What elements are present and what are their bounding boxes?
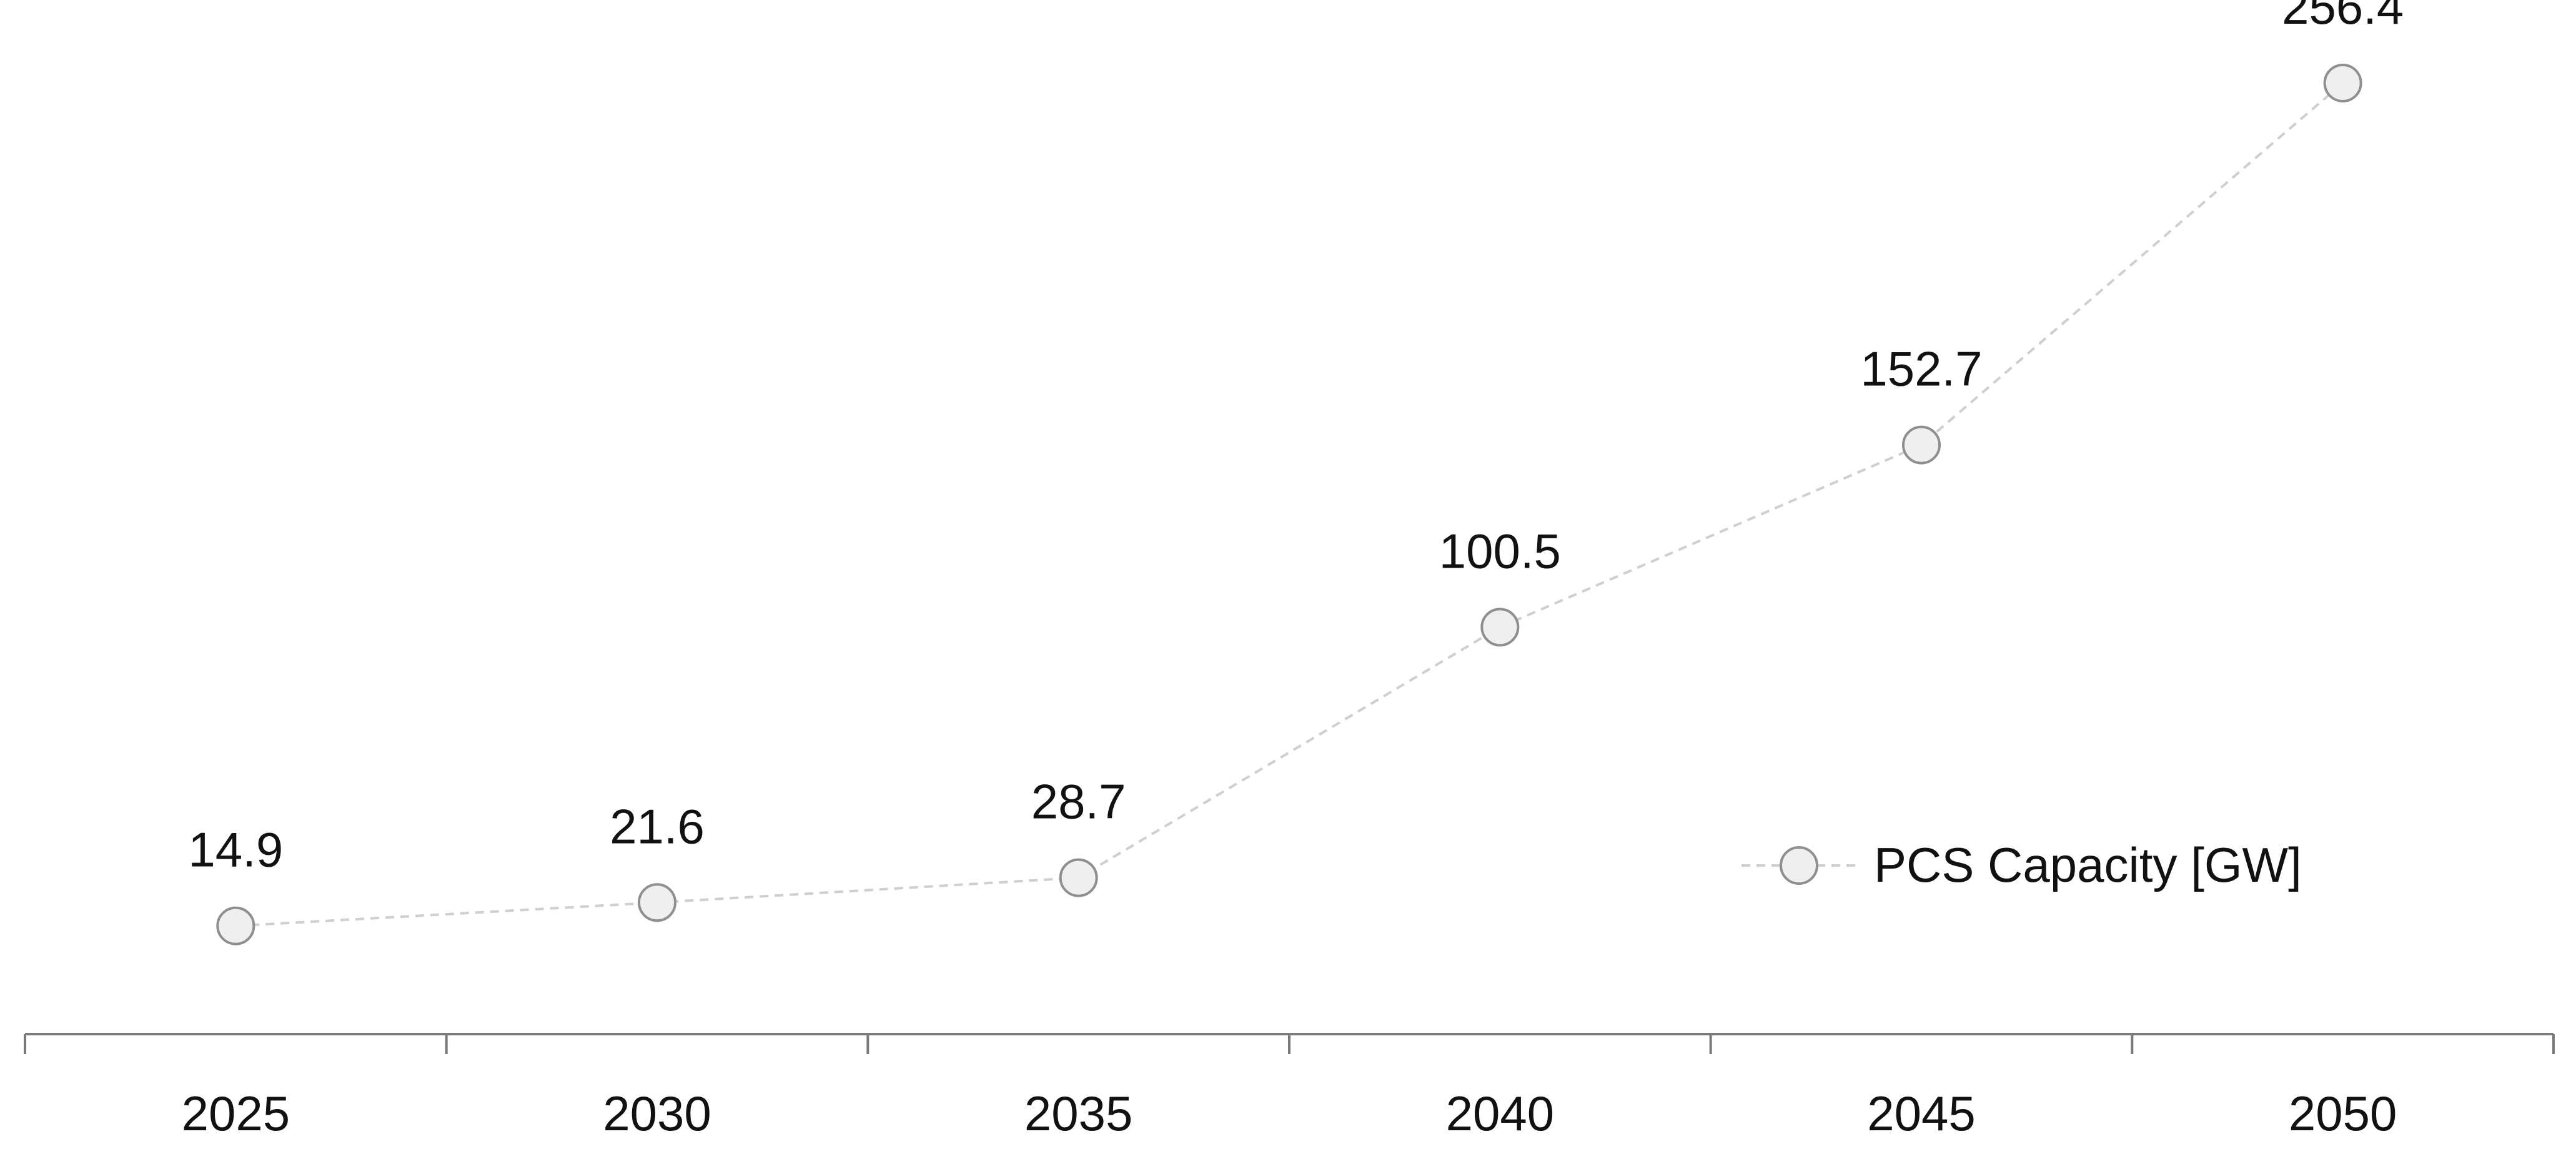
data-point-2050 xyxy=(2323,64,2362,102)
x-tick-label-2035: 2035 xyxy=(1024,1086,1133,1141)
data-label-2035: 28.7 xyxy=(1031,774,1126,829)
data-point-2040 xyxy=(1480,608,1520,647)
data-point-2030 xyxy=(638,883,676,922)
x-axis: 2025 2030 2035 2040 2045 2050 xyxy=(24,1033,2555,1141)
x-tick-label-2030: 2030 xyxy=(603,1086,711,1141)
x-tick-label-2045: 2045 xyxy=(1867,1086,1976,1141)
data-label-2030: 21.6 xyxy=(610,799,705,854)
data-label-2040: 100.5 xyxy=(1439,523,1561,578)
data-point-2035 xyxy=(1059,858,1098,897)
x-tick-label-2040: 2040 xyxy=(1446,1086,1555,1141)
data-label-2050: 256.4 xyxy=(2282,0,2404,34)
series-layer xyxy=(216,64,2362,945)
data-label-layer: 14.9 21.6 28.7 100.5 152.7 256.4 xyxy=(188,0,2404,877)
data-label-2045: 152.7 xyxy=(1860,342,1982,397)
series-line-pcs-capacity xyxy=(235,82,2344,927)
x-tick-label-2025: 2025 xyxy=(182,1086,290,1141)
legend-marker xyxy=(1780,846,1818,885)
legend-label: PCS Capacity [GW] xyxy=(1874,837,2302,892)
data-point-2025 xyxy=(216,906,255,945)
data-point-2045 xyxy=(1902,425,1941,465)
data-label-2025: 14.9 xyxy=(188,822,283,877)
legend: PCS Capacity [GW] xyxy=(1741,837,2302,892)
x-tick-label-2050: 2050 xyxy=(2289,1086,2397,1141)
